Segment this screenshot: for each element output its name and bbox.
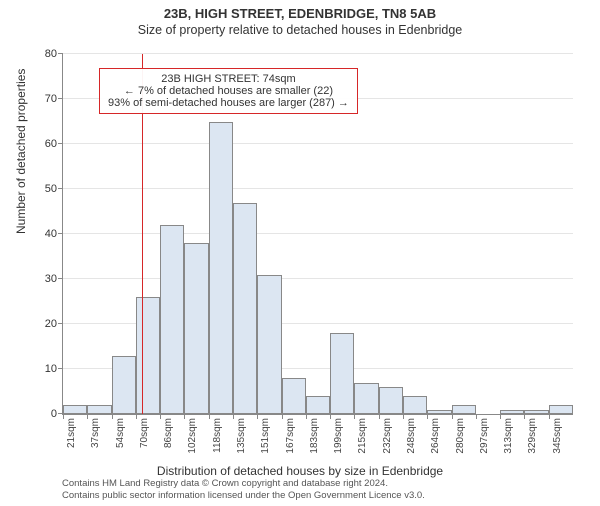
- histogram-bar: [233, 203, 257, 415]
- xtick-mark: [354, 414, 355, 419]
- xtick-label: 118sqm: [212, 418, 223, 453]
- ytick-mark: [58, 233, 63, 234]
- xtick-label: 248sqm: [406, 418, 417, 454]
- xtick-label: 135sqm: [236, 418, 247, 454]
- xtick-mark: [160, 414, 161, 419]
- disclaimer: Contains HM Land Registry data © Crown c…: [62, 478, 425, 502]
- gridline: [63, 188, 573, 189]
- ytick-label: 10: [45, 363, 57, 375]
- xtick-label: 199sqm: [333, 418, 344, 454]
- ytick-mark: [58, 143, 63, 144]
- histogram-bar: [549, 405, 573, 414]
- histogram-bar: [452, 405, 476, 414]
- ytick-label: 80: [45, 48, 57, 60]
- histogram-chart: 0102030405060708021sqm37sqm54sqm70sqm86s…: [62, 54, 573, 415]
- disclaimer-line-1: Contains HM Land Registry data © Crown c…: [62, 478, 425, 490]
- xtick-mark: [87, 414, 88, 419]
- title-address: 23B, HIGH STREET, EDENBRIDGE, TN8 5AB: [0, 6, 600, 21]
- annotation-line-1: 23B HIGH STREET: 74sqm: [108, 73, 349, 85]
- histogram-bar: [403, 396, 427, 414]
- histogram-bar: [87, 405, 111, 414]
- xtick-label: 345sqm: [552, 418, 563, 454]
- annotation-line-2: ← 7% of detached houses are smaller (22): [108, 85, 349, 97]
- histogram-bar: [524, 410, 548, 415]
- xtick-label: 264sqm: [430, 418, 441, 454]
- xtick-label: 54sqm: [115, 418, 126, 448]
- xtick-label: 86sqm: [163, 418, 174, 448]
- ytick-mark: [58, 98, 63, 99]
- xtick-mark: [452, 414, 453, 419]
- gridline: [63, 53, 573, 54]
- disclaimer-line-2: Contains public sector information licen…: [62, 490, 425, 502]
- histogram-bar: [112, 356, 136, 415]
- histogram-bar: [160, 225, 184, 414]
- xtick-mark: [233, 414, 234, 419]
- xtick-mark: [500, 414, 501, 419]
- ytick-mark: [58, 323, 63, 324]
- xtick-mark: [112, 414, 113, 419]
- xtick-label: 329sqm: [527, 418, 538, 454]
- xtick-mark: [549, 414, 550, 419]
- ytick-label: 70: [45, 93, 57, 105]
- ytick-mark: [58, 188, 63, 189]
- ytick-mark: [58, 278, 63, 279]
- xtick-label: 297sqm: [479, 418, 490, 454]
- histogram-bar: [209, 122, 233, 415]
- x-axis-label: Distribution of detached houses by size …: [0, 464, 600, 478]
- ytick-label: 0: [51, 408, 57, 420]
- histogram-bar: [63, 405, 87, 414]
- histogram-bar: [330, 333, 354, 414]
- histogram-bar: [500, 410, 524, 415]
- xtick-mark: [427, 414, 428, 419]
- xtick-label: 167sqm: [285, 418, 296, 454]
- xtick-mark: [136, 414, 137, 419]
- xtick-label: 280sqm: [455, 418, 466, 454]
- histogram-bar: [136, 297, 160, 414]
- xtick-mark: [63, 414, 64, 419]
- xtick-label: 102sqm: [187, 418, 198, 454]
- xtick-mark: [476, 414, 477, 419]
- xtick-mark: [403, 414, 404, 419]
- xtick-mark: [524, 414, 525, 419]
- title-subtitle: Size of property relative to detached ho…: [0, 23, 600, 37]
- xtick-mark: [184, 414, 185, 419]
- xtick-label: 183sqm: [309, 418, 320, 454]
- xtick-label: 37sqm: [90, 418, 101, 448]
- xtick-mark: [282, 414, 283, 419]
- histogram-bar: [257, 275, 281, 415]
- xtick-mark: [209, 414, 210, 419]
- xtick-label: 70sqm: [139, 418, 150, 448]
- annotation-box: 23B HIGH STREET: 74sqm← 7% of detached h…: [99, 68, 358, 114]
- gridline: [63, 143, 573, 144]
- ytick-label: 40: [45, 228, 57, 240]
- histogram-bar: [354, 383, 378, 415]
- ytick-mark: [58, 368, 63, 369]
- gridline: [63, 233, 573, 234]
- ytick-mark: [58, 53, 63, 54]
- xtick-mark: [330, 414, 331, 419]
- histogram-bar: [184, 243, 208, 414]
- xtick-mark: [379, 414, 380, 419]
- xtick-mark: [306, 414, 307, 419]
- ytick-label: 20: [45, 318, 57, 330]
- xtick-label: 151sqm: [260, 418, 271, 454]
- ytick-label: 60: [45, 138, 57, 150]
- xtick-mark: [257, 414, 258, 419]
- y-axis-label: Number of detached properties: [14, 69, 28, 234]
- xtick-label: 232sqm: [382, 418, 393, 454]
- histogram-bar: [282, 378, 306, 414]
- ytick-label: 50: [45, 183, 57, 195]
- histogram-bar: [306, 396, 330, 414]
- annotation-line-3: 93% of semi-detached houses are larger (…: [108, 97, 349, 109]
- xtick-label: 313sqm: [503, 418, 514, 454]
- histogram-bar: [427, 410, 451, 415]
- histogram-bar: [379, 387, 403, 414]
- xtick-label: 215sqm: [357, 418, 368, 454]
- ytick-label: 30: [45, 273, 57, 285]
- xtick-label: 21sqm: [66, 418, 77, 448]
- gridline: [63, 278, 573, 279]
